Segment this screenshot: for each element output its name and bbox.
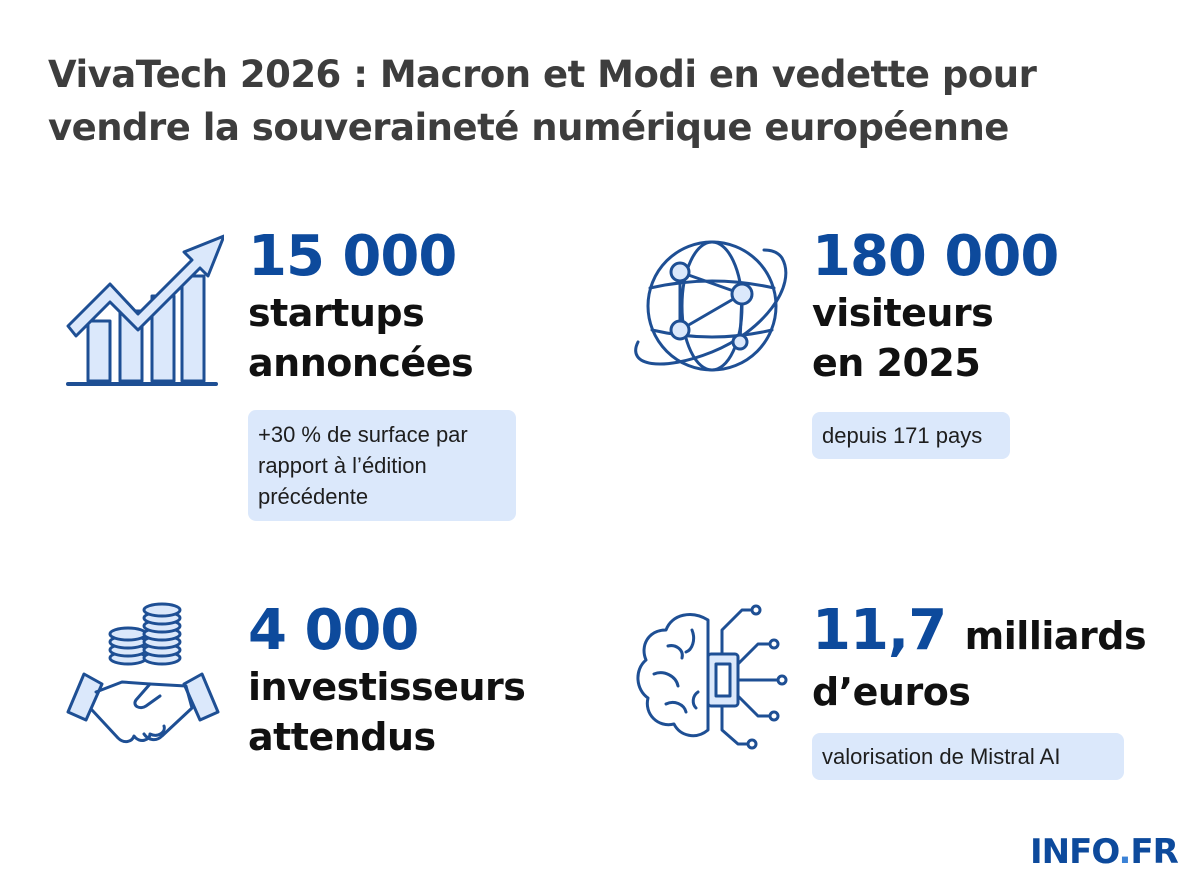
brand-logo-main: INFO (1030, 832, 1119, 872)
ai-brain-chip-icon (632, 600, 792, 764)
stat-visitors-number: 180 000 (812, 224, 1059, 289)
stat-startups-number: 15 000 (248, 224, 457, 289)
stat-visitors: 180 000 visiteurs en 2025 (812, 224, 1059, 388)
stat-mistral-note: valorisation de Mistral AI (812, 733, 1124, 780)
stat-mistral-headline: 11,7 milliards (812, 598, 1147, 667)
stat-startups-note: +30 % de surface par rapport à l’édition… (248, 410, 516, 521)
stat-visitors-label-line-1: visiteurs (812, 291, 994, 335)
handshake-coins-icon (62, 600, 224, 764)
stat-mistral-number: 11,7 (812, 598, 947, 663)
stat-visitors-note: depuis 171 pays (812, 412, 1010, 459)
stat-investors-label-line-1: investisseurs (248, 665, 526, 709)
globe-network-icon (632, 226, 792, 390)
stat-investors-number: 4 000 (248, 598, 419, 663)
growth-chart-icon (62, 226, 226, 392)
stat-visitors-label-line-2: en 2025 (812, 341, 981, 385)
stat-mistral: 11,7 milliards d’euros (812, 598, 1147, 717)
stat-investors: 4 000 investisseurs attendus (248, 598, 526, 762)
page-title-line-2: vendre la souveraineté numérique europée… (48, 106, 1009, 149)
brand-logo-dot: . (1118, 832, 1132, 872)
stat-startups-note-line-1: +30 % de surface par (258, 422, 468, 447)
brand-logo: INFO.FR (1030, 832, 1179, 872)
page-title-line-1: VivaTech 2026 : Macron et Modi en vedett… (48, 53, 1037, 96)
stat-startups-label-line-1: startups (248, 291, 425, 335)
brand-logo-tld: FR (1130, 832, 1178, 872)
stat-startups-note-line-2: rapport à l’édition (258, 453, 427, 478)
stat-mistral-label-suffix: milliards (964, 614, 1147, 658)
stat-startups-note-line-3: précédente (258, 484, 369, 509)
stat-startups: 15 000 startups annoncées (248, 224, 474, 388)
stat-investors-label-line-2: attendus (248, 715, 436, 759)
stat-mistral-label-line-2: d’euros (812, 670, 971, 714)
stat-startups-label-line-2: annoncées (248, 341, 474, 385)
page-title: VivaTech 2026 : Macron et Modi en vedett… (48, 48, 1168, 154)
